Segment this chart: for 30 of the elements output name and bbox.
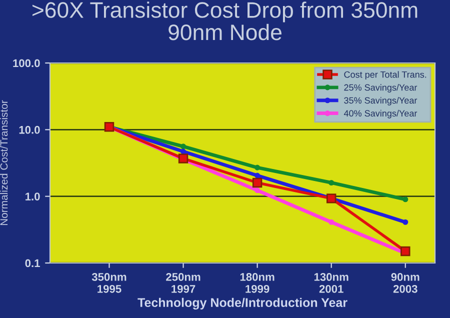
point <box>400 246 410 256</box>
point <box>178 154 188 164</box>
x-tick-label: 250nm 1997 <box>166 273 200 293</box>
legend-label: Cost per Total Trans. <box>344 71 426 80</box>
point <box>402 196 408 202</box>
y-tick-label: 1.0 <box>26 192 40 200</box>
point <box>252 178 262 188</box>
point <box>180 144 186 150</box>
point <box>104 122 114 132</box>
point <box>254 164 260 170</box>
legend-label: 40% Savings/Year <box>344 110 418 118</box>
point <box>254 172 260 178</box>
point <box>328 180 334 186</box>
point <box>180 148 186 154</box>
y-tick-label: 10.0 <box>19 126 40 134</box>
legend-label: 35% Savings/Year <box>344 96 418 106</box>
y-tick-label: 0.1 <box>25 259 40 268</box>
point <box>254 188 260 194</box>
x-tick-label: 90nm 2003 <box>391 273 420 293</box>
x-tick-label: 180nm 1999 <box>240 273 274 293</box>
point <box>402 219 408 225</box>
x-axis-title: Technology Node/Introduction Year <box>138 298 348 310</box>
y-tick-label: 100.0 <box>13 59 40 68</box>
legend-label: 25% Savings/Year <box>344 84 418 92</box>
y-axis-title: Normalized Cost/Transistor <box>0 100 8 226</box>
point <box>328 219 334 225</box>
chart-title: >60X Transistor Cost Drop from 350nm 90nm Node <box>32 2 418 40</box>
x-tick-label: 350nm 1995 <box>92 273 126 293</box>
x-tick-label: 130nm 2001 <box>314 273 348 293</box>
point <box>326 194 336 204</box>
